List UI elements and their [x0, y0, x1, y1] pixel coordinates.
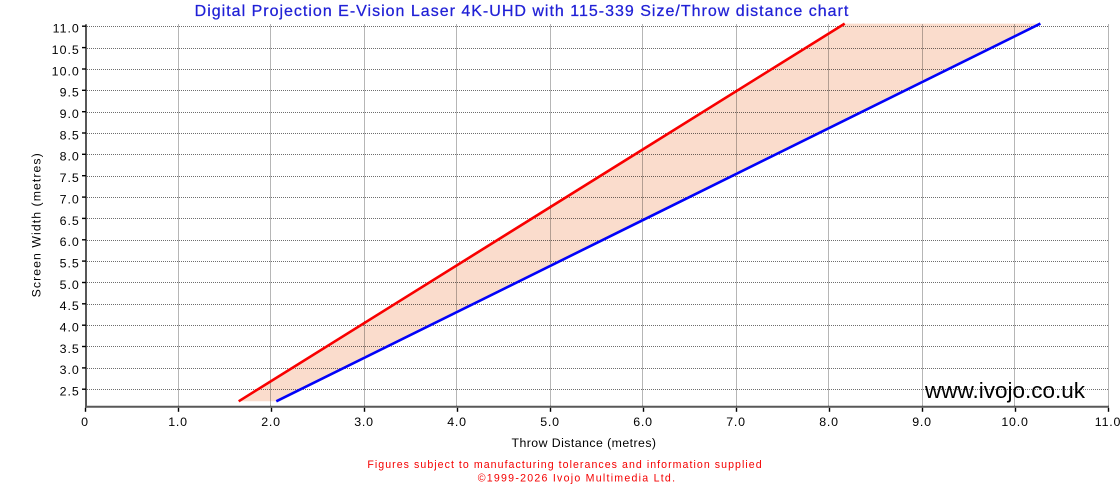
svg-text:3.5: 3.5 — [60, 342, 80, 356]
svg-text:11.0: 11.0 — [1095, 415, 1120, 429]
svg-text:7.0: 7.0 — [726, 415, 746, 429]
svg-text:3.0: 3.0 — [60, 363, 80, 377]
svg-text:Figures subject to manufacturi: Figures subject to manufacturing toleran… — [367, 459, 762, 471]
svg-text:4.0: 4.0 — [60, 321, 80, 335]
svg-text:4.0: 4.0 — [447, 415, 467, 429]
svg-text:9.5: 9.5 — [60, 86, 80, 100]
svg-text:2.5: 2.5 — [60, 385, 80, 399]
svg-text:©1999-2026 Ivojo Multimedia Lt: ©1999-2026 Ivojo Multimedia Ltd. — [478, 473, 677, 485]
svg-text:10.5: 10.5 — [52, 43, 80, 57]
svg-text:3.0: 3.0 — [354, 415, 374, 429]
svg-text:8.5: 8.5 — [60, 128, 80, 142]
svg-text:2.0: 2.0 — [261, 415, 281, 429]
svg-text:5.5: 5.5 — [60, 257, 80, 271]
svg-text:9.0: 9.0 — [912, 415, 932, 429]
svg-text:www.ivojo.co.uk: www.ivojo.co.uk — [924, 378, 1086, 403]
svg-text:9.0: 9.0 — [60, 107, 80, 121]
svg-text:Digital Projection E-Vision La: Digital Projection E-Vision Laser 4K-UHD… — [195, 3, 850, 20]
svg-text:6.5: 6.5 — [60, 214, 80, 228]
svg-text:0: 0 — [81, 415, 89, 429]
svg-text:Throw Distance (metres): Throw Distance (metres) — [512, 436, 657, 450]
svg-text:10.0: 10.0 — [52, 64, 80, 78]
svg-text:8.0: 8.0 — [60, 150, 80, 164]
svg-text:7.5: 7.5 — [60, 171, 80, 185]
svg-text:6.0: 6.0 — [60, 235, 80, 249]
svg-text:Screen Width (metres): Screen Width (metres) — [30, 152, 44, 297]
svg-text:4.5: 4.5 — [60, 299, 80, 313]
svg-text:7.0: 7.0 — [60, 193, 80, 207]
svg-text:1.0: 1.0 — [168, 415, 188, 429]
svg-text:10.0: 10.0 — [1001, 415, 1028, 429]
svg-text:5.0: 5.0 — [60, 278, 80, 292]
svg-text:5.0: 5.0 — [540, 415, 560, 429]
svg-text:11.0: 11.0 — [53, 22, 80, 36]
svg-text:8.0: 8.0 — [819, 415, 839, 429]
svg-text:6.0: 6.0 — [633, 415, 653, 429]
